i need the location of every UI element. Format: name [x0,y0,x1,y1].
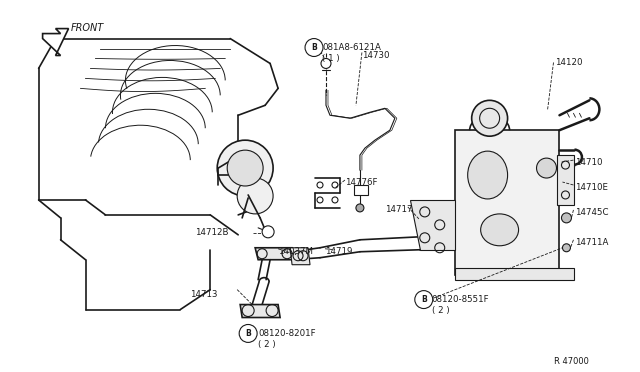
Polygon shape [240,305,280,318]
Polygon shape [290,248,310,265]
Text: B: B [311,43,317,52]
Circle shape [563,244,570,252]
Circle shape [415,291,433,308]
Circle shape [472,100,508,136]
Polygon shape [43,29,68,55]
Polygon shape [410,200,454,250]
Text: 08120-8551F: 08120-8551F [432,295,490,304]
Polygon shape [255,248,295,260]
Text: 14730: 14730 [362,51,389,60]
Text: 14713: 14713 [190,290,218,299]
Text: 14711A: 14711A [575,238,609,247]
Text: ( 2 ): ( 2 ) [432,305,449,315]
Circle shape [305,39,323,57]
Text: ( 1 ): ( 1 ) [322,54,340,64]
Text: B: B [421,295,427,304]
Circle shape [356,204,364,212]
Text: 14712B: 14712B [195,228,228,237]
Text: 14710: 14710 [575,158,603,167]
Circle shape [561,213,572,223]
Polygon shape [557,155,575,205]
Text: ( 2 ): ( 2 ) [258,340,276,349]
Text: R 47000: R 47000 [554,357,589,366]
Text: 14719: 14719 [325,247,353,256]
Text: 14717: 14717 [385,205,412,214]
Text: 14710E: 14710E [575,183,609,192]
Circle shape [237,178,273,214]
Ellipse shape [481,214,518,246]
Text: 081A8-6121A: 081A8-6121A [322,42,381,52]
Circle shape [536,158,557,178]
Text: 14120: 14120 [556,58,583,67]
Text: 14037M: 14037M [278,247,313,256]
Text: 14745C: 14745C [575,208,609,217]
Polygon shape [354,185,368,195]
Text: 08120-8201F: 08120-8201F [258,330,316,339]
Text: B: B [245,329,251,338]
Text: FRONT: FRONT [70,23,104,33]
Text: 14776F: 14776F [345,178,378,187]
Circle shape [239,324,257,342]
Circle shape [227,150,263,186]
Circle shape [262,226,274,238]
Polygon shape [454,130,559,275]
Polygon shape [454,268,575,280]
Ellipse shape [468,151,508,199]
Circle shape [217,140,273,196]
Circle shape [321,58,331,68]
